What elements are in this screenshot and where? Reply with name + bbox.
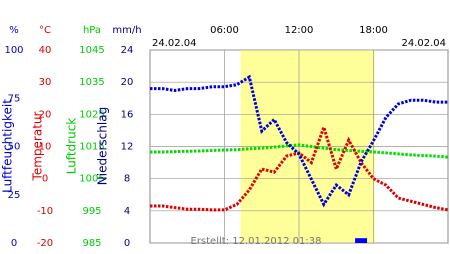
y-tick-label: 10 [39, 142, 52, 153]
axis-unit: % [9, 25, 19, 36]
axis-title: Luftfeuchtigkeit [1, 99, 15, 193]
y-tick-label: 100 [4, 45, 23, 56]
x-tick-label: 06:00 [210, 25, 239, 36]
axis-unit: °C [39, 25, 51, 36]
axis-title: Niederschlag [96, 107, 110, 185]
y-tick-label: 1025 [79, 109, 104, 120]
y-tick-label: 1005 [79, 174, 104, 185]
axis-title: Luftdruck [65, 118, 79, 175]
y-tick-label: 985 [82, 238, 101, 249]
y-tick-label: 4 [124, 206, 130, 217]
y-tick-label: 25 [8, 190, 21, 201]
y-tick-label: 0 [124, 238, 130, 249]
y-tick-label: 20 [121, 77, 134, 88]
y-tick-label: -20 [37, 238, 53, 249]
y-tick-label: 24 [121, 45, 134, 56]
footer: Erstellt: 12.01.2012 01:38 [191, 236, 322, 247]
y-tick-label: 75 [8, 93, 21, 104]
y-tick-label: 8 [124, 174, 130, 185]
y-tick-label: -10 [37, 206, 53, 217]
precip-bar [355, 238, 368, 243]
axis-unit: hPa [83, 25, 101, 36]
y-tick-label: 0 [42, 174, 48, 185]
date-right: 24.02.04 [401, 38, 446, 49]
y-tick-label: 12 [121, 142, 134, 153]
date-left: 24.02.04 [152, 38, 197, 49]
series-line [150, 143, 449, 159]
axis-unit: mm/h [112, 25, 141, 36]
y-tick-label: 30 [39, 77, 52, 88]
y-tick-label: 16 [121, 109, 134, 120]
x-tick-label: 12:00 [285, 25, 314, 36]
x-tick-label: 18:00 [359, 25, 388, 36]
y-tick-label: 40 [39, 45, 52, 56]
y-tick-label: 1035 [79, 77, 104, 88]
y-tick-label: 50 [8, 142, 21, 153]
y-tick-label: 995 [82, 206, 101, 217]
y-tick-label: 20 [39, 109, 52, 120]
y-tick-label: 0 [11, 238, 17, 249]
y-tick-label: 1015 [79, 142, 104, 153]
y-tick-label: 1045 [79, 45, 104, 56]
series-line [150, 74, 448, 208]
axis-title: Temperatur [31, 111, 45, 181]
